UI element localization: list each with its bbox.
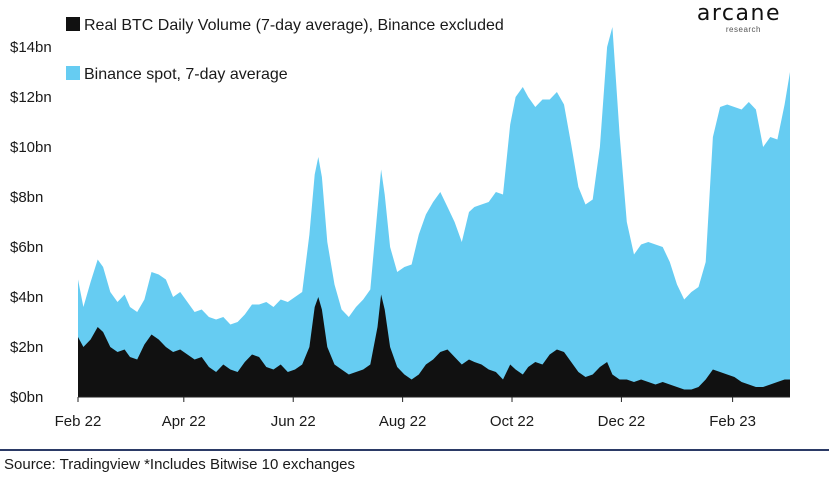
y-tick-label: $8bn	[10, 189, 43, 206]
y-tick-label: $0bn	[10, 389, 43, 406]
x-tick-label: Feb 22	[55, 413, 102, 430]
logo-wordmark: arcane	[696, 1, 781, 26]
x-tick-label: Oct 22	[490, 413, 534, 430]
arcane-research-logo: arcane research	[697, 2, 781, 34]
y-tick-label: $2bn	[10, 339, 43, 356]
x-tick-label: Aug 22	[379, 413, 427, 430]
series-real-btc-volume-area	[78, 294, 790, 397]
y-tick-label: $4bn	[10, 289, 43, 306]
x-tick-label: Dec 22	[598, 413, 646, 430]
source-note: Source: Tradingview *Includes Bitwise 10…	[4, 456, 356, 473]
legend-real-btc-volume-label: Real BTC Daily Volume (7-day average), B…	[84, 17, 504, 34]
legend-binance-spot-label: Binance spot, 7-day average	[84, 66, 288, 83]
y-tick-label: $14bn	[10, 39, 52, 56]
logo-subtitle: research	[725, 25, 761, 34]
x-tick-label: Jun 22	[271, 413, 316, 430]
x-tick-label: Feb 23	[709, 413, 756, 430]
x-tick-label: Apr 22	[162, 413, 206, 430]
footer-divider	[0, 449, 829, 451]
y-tick-label: $6bn	[10, 239, 43, 256]
y-tick-label: $10bn	[10, 139, 52, 156]
legend-binance-spot-swatch	[66, 66, 80, 80]
series-binance-spot-area	[78, 27, 790, 397]
legend-real-btc-volume-swatch	[66, 17, 80, 31]
y-tick-label: $12bn	[10, 89, 52, 106]
